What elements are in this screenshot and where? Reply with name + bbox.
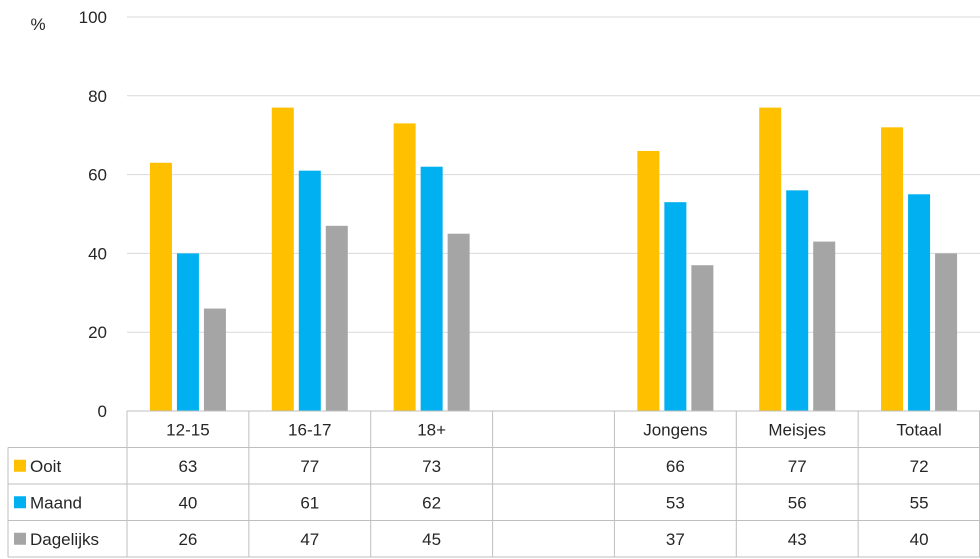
x-tick-label: 18+: [417, 420, 446, 439]
data-label: 37: [666, 530, 685, 549]
bar: [664, 202, 687, 411]
bar: [637, 150, 660, 411]
x-tick-label: 12-15: [166, 420, 209, 439]
y-axis-unit: %: [30, 15, 45, 34]
bar: [691, 265, 714, 411]
x-tick-label: Meisjes: [768, 420, 826, 439]
data-label: 47: [300, 530, 319, 549]
bars: [149, 107, 958, 412]
bar: [908, 194, 931, 411]
y-tick-label: 100: [79, 8, 107, 27]
y-axis-ticks: 0 20 40 60 80 100: [79, 8, 107, 421]
y-tick-label: 40: [88, 244, 107, 263]
y-tick-label: 80: [88, 87, 107, 106]
data-label: 77: [788, 457, 807, 476]
bar: [759, 107, 782, 412]
data-label: 72: [910, 457, 929, 476]
data-label: 45: [422, 530, 441, 549]
gridlines: [127, 16, 980, 412]
legend-key: [14, 532, 26, 545]
data-label: 56: [788, 493, 807, 512]
bar: [935, 253, 958, 411]
data-label: 66: [666, 457, 685, 476]
bar: [176, 253, 199, 411]
data-label: 62: [422, 493, 441, 512]
data-label: 26: [178, 530, 197, 549]
bar: [786, 190, 809, 411]
legend-key: [14, 459, 26, 472]
bar: [813, 241, 836, 411]
bar: [203, 308, 226, 411]
bar: [298, 170, 321, 411]
y-tick-label: 60: [88, 166, 107, 185]
data-label: 63: [178, 457, 197, 476]
bar: [420, 166, 443, 411]
legend-label: Dagelijks: [30, 530, 99, 549]
bar: [325, 225, 348, 411]
data-label: 53: [666, 493, 685, 512]
legend-label: Maand: [30, 493, 82, 512]
bar: [447, 233, 470, 411]
bar: [149, 162, 172, 411]
x-tick-label: Totaal: [896, 420, 941, 439]
legend-label: Ooit: [30, 457, 61, 476]
y-tick-label: 0: [98, 402, 107, 421]
data-table: 12-15 16-17 18+ Jongens Meisjes Totaal Ooit 63 7…: [7, 410, 980, 558]
bar: [271, 107, 294, 412]
legend-key: [14, 496, 26, 509]
x-tick-label: Jongens: [643, 420, 707, 439]
data-label: 40: [178, 493, 197, 512]
x-tick-label: 16-17: [288, 420, 331, 439]
data-label: 55: [910, 493, 929, 512]
data-label: 43: [788, 530, 807, 549]
data-label: 61: [300, 493, 319, 512]
bar: [393, 123, 416, 411]
data-label: 73: [422, 457, 441, 476]
bar: [881, 127, 904, 411]
data-label: 40: [910, 530, 929, 549]
y-tick-label: 20: [88, 323, 107, 342]
data-label: 77: [300, 457, 319, 476]
